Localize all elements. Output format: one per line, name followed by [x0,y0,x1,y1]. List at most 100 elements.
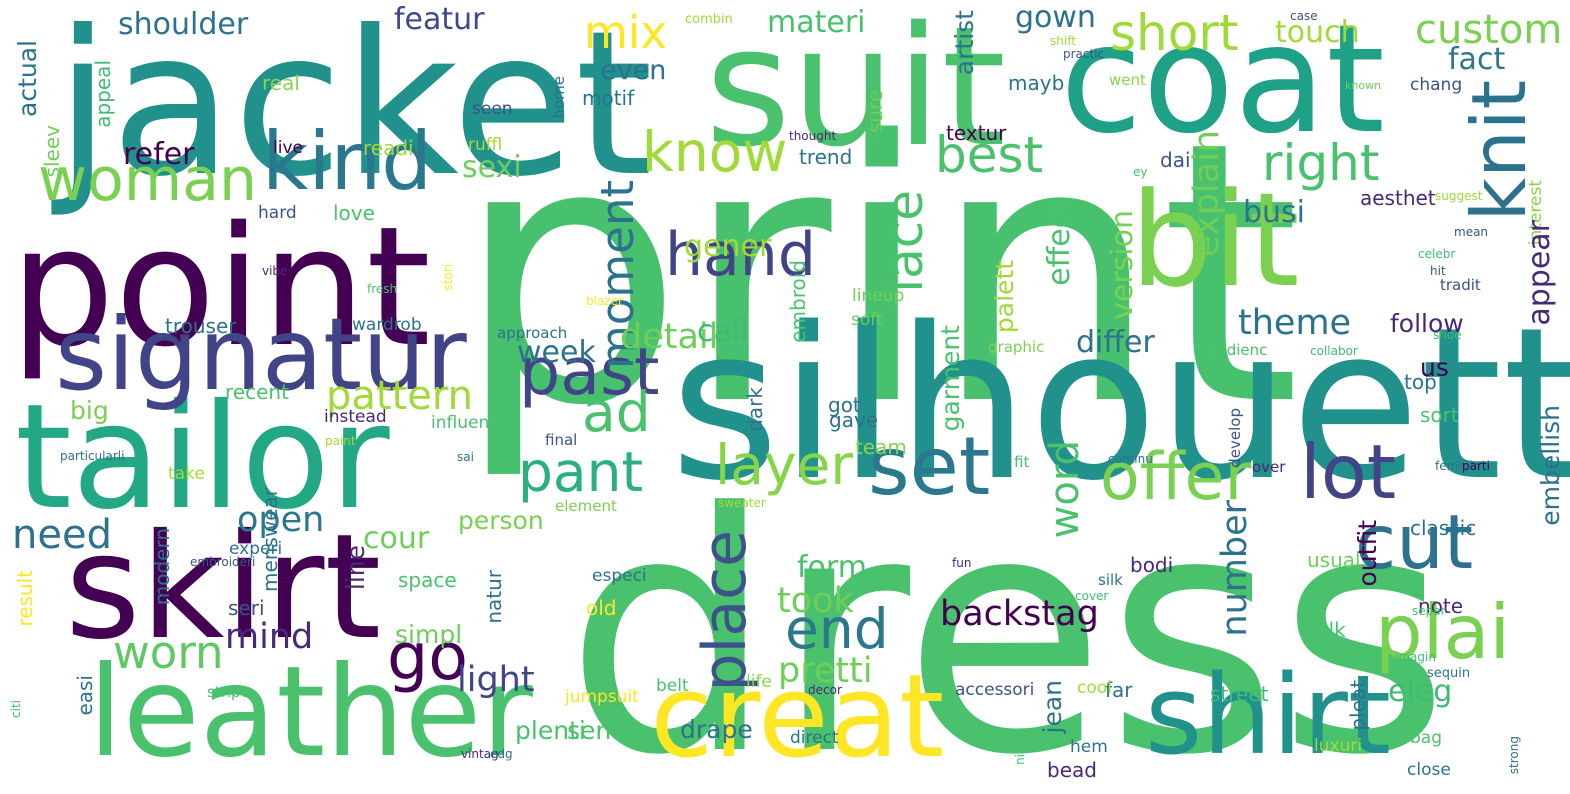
word-combin: combin [685,12,733,27]
word-particularli: particularli [60,449,125,463]
word-element: element [555,497,617,515]
word-textur: textur [946,121,1007,145]
word-tailor: tailor [15,373,390,542]
word-classic: classic [1410,516,1477,540]
word-worn: worn [113,626,224,679]
word-pattern: pattern [326,373,473,419]
word-refer: refer [123,137,195,172]
word-appear: appear [1522,220,1557,326]
word-mind: mind [225,617,314,657]
word-sure: sure [863,90,887,134]
word-fact: fact [1448,42,1506,77]
word-version: version [1105,210,1140,320]
word-set: set [868,420,991,513]
word-jacket: jacket [55,0,654,221]
word-big: big [70,396,109,425]
word-word: word [1042,440,1088,539]
word-sequin: sequin [1427,666,1471,681]
word-artist: artist [950,10,979,76]
word-accessori: accessori [955,680,1035,700]
word-love: love [333,201,375,225]
word-collabor: collabor [1310,344,1358,358]
word-suggest: suggest [1435,189,1483,203]
word-seri: seri [228,596,265,620]
word-dai: dai [1160,148,1191,172]
word-print: print [455,65,1301,484]
word-theme: theme [1238,303,1352,343]
word-case: case [1290,9,1318,23]
word-hard: hard [258,203,297,223]
word-skirt: skirt [65,503,382,672]
word-week: week [517,335,596,370]
word-chang: chang [1410,75,1463,95]
word-need: need [12,512,112,558]
word-shoe: shoe [1433,328,1462,342]
word-pretti: pretti [778,651,873,691]
word-paint: paint [325,434,356,448]
word-tradit: tradit [1440,276,1481,294]
word-mix: mix [584,6,667,59]
word-leather: leather [88,640,533,785]
word-influenc: influenc [431,413,499,433]
word-real: real [262,71,300,95]
word-right: right [1262,134,1380,192]
word-even: even [600,55,667,86]
word-plai: plai [1375,588,1511,676]
word-signatur: signatur [55,296,467,413]
word-ad: ad [582,380,651,444]
word-silhouett: silhouett [670,282,1570,527]
word-cool: cool [1077,678,1112,698]
word-lot: lot [1300,428,1397,516]
word-shoulder: shoulder [118,7,249,42]
word-experi: experi [229,539,283,559]
word-strong: strong [1507,736,1521,775]
word-fresh: fresh [367,282,398,296]
word-old: old [586,596,617,620]
word-audienc: audienc [1208,341,1268,359]
word-graphic: graphic [988,338,1045,356]
word-number: number [1215,500,1255,637]
word-gener: gener [684,229,772,264]
word-place: place [690,530,760,692]
word-us: us [1420,353,1449,382]
word-gown: gown [1015,0,1096,35]
word-pant: pant [518,440,644,504]
word-natur: natur [482,570,506,624]
word-effect: effect [1042,200,1077,286]
word-detail: detail [620,317,719,357]
word-explain: explain [1187,130,1227,257]
word-space: space [398,568,457,592]
word-lineup: lineup [852,286,905,306]
word-gave: gave [829,408,879,432]
word-best: best [935,126,1044,184]
word-practic: practic [1063,47,1105,61]
word-jean: jean [1038,680,1067,734]
word-bit: bit [1130,164,1300,316]
word-go: go [387,620,469,695]
word-mayb: mayb [1008,71,1065,95]
word-differ: differ [1076,325,1155,360]
word-belt: belt [656,676,689,696]
word-ruffl: ruffl [468,135,503,155]
word-got: got [828,393,861,417]
word-call: call [697,314,749,349]
word-offer: offer [1100,440,1252,515]
word-cover: cover [1075,589,1109,603]
word-plenti: plenti [515,716,586,745]
word-life: life [746,672,772,692]
word-team: team [855,435,907,459]
word-thought: thought [789,129,837,143]
word-citi: citi [9,700,23,718]
word-stori: stori [441,264,455,291]
word-sexi: sexi [462,150,522,185]
word-bead: bead [1047,758,1097,782]
word-simpl: simpl [395,620,463,649]
word-trend: trend [799,145,853,169]
word-coat: coat [1060,0,1385,167]
word-develop: develop [1226,408,1244,468]
word-instead: instead [324,407,387,427]
word-busi: busi [1243,195,1306,230]
word-seen: seen [472,99,513,119]
word-follow: follow [1390,309,1464,338]
word-stripe: stripe [207,683,250,701]
